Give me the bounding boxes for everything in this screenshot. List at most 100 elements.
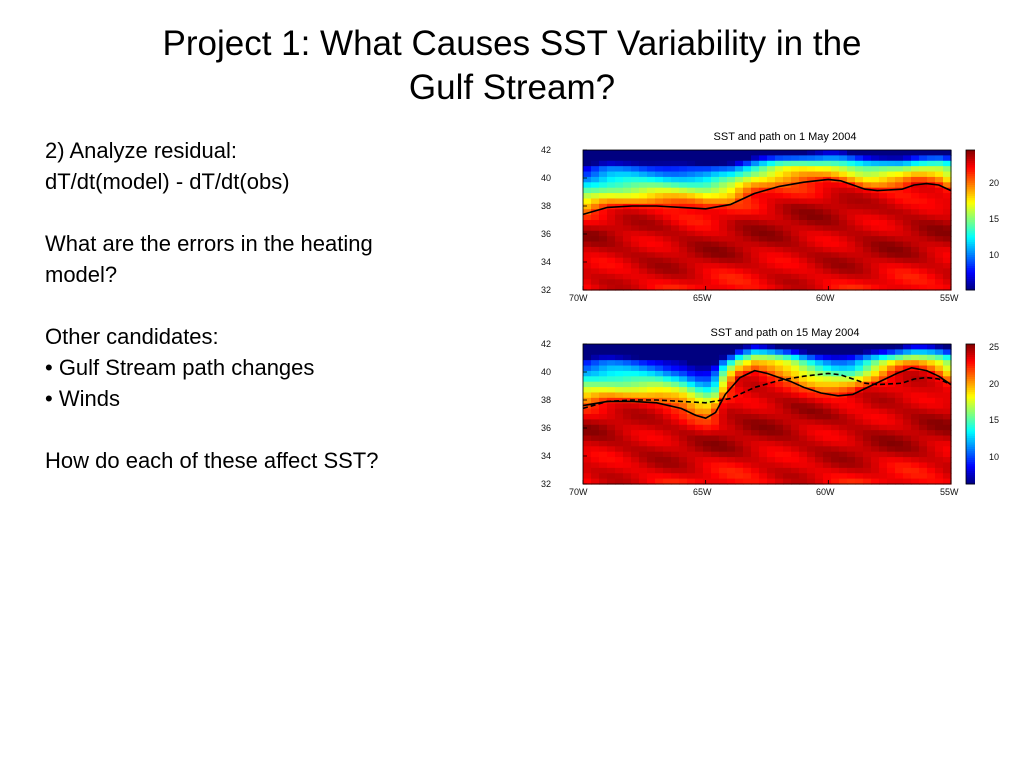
sst-cell — [647, 440, 656, 447]
sst-cell — [631, 344, 640, 350]
sst-cell — [703, 403, 712, 410]
sst-cell — [831, 424, 840, 431]
sst-cell — [791, 446, 800, 453]
sst-cell — [711, 209, 720, 216]
sst-cell — [903, 263, 912, 270]
sst-cell — [831, 440, 840, 447]
sst-cell — [631, 446, 640, 453]
sst-cell — [847, 268, 856, 275]
sst-cell — [647, 160, 656, 167]
sst-cell — [855, 397, 864, 404]
sst-cell — [631, 408, 640, 415]
sst-cell — [615, 171, 624, 178]
sst-cell — [799, 257, 808, 264]
sst-cell — [687, 467, 696, 474]
sst-cell — [831, 246, 840, 253]
sst-cell — [671, 419, 680, 426]
sst-cell — [887, 160, 896, 167]
sst-cell — [879, 403, 888, 410]
sst-cell — [903, 467, 912, 474]
sst-cell — [927, 150, 936, 156]
sst-cell — [671, 241, 680, 248]
sst-cell — [807, 187, 816, 194]
colorbar-step — [966, 222, 975, 225]
sst-cell — [687, 284, 696, 291]
colorbar-step — [966, 193, 975, 197]
sst-cell — [767, 349, 776, 356]
sst-cell — [823, 354, 832, 361]
sst-cell — [927, 241, 936, 248]
sst-cell — [615, 349, 624, 356]
sst-cell — [767, 241, 776, 248]
sst-cell — [863, 354, 872, 361]
sst-cell — [663, 166, 672, 173]
sst-cell — [615, 462, 624, 469]
sst-cell — [823, 220, 832, 226]
sst-cell — [607, 155, 616, 162]
sst-cell — [759, 246, 768, 253]
sst-cell — [591, 171, 600, 178]
sst-cell — [807, 349, 816, 356]
sst-cell — [847, 182, 856, 189]
sst-cell — [599, 241, 608, 248]
sst-cell — [655, 214, 664, 221]
colorbar-tick-label: 10 — [989, 452, 1000, 462]
sst-cell — [615, 160, 624, 167]
sst-cell — [895, 457, 904, 464]
sst-cell — [607, 193, 616, 200]
sst-cell — [751, 446, 760, 453]
sst-cell — [767, 462, 776, 469]
sst-cell — [647, 176, 656, 183]
sst-cell — [655, 344, 664, 350]
sst-cell — [895, 478, 904, 485]
sst-field — [583, 150, 952, 291]
sst-cell — [887, 155, 896, 162]
sst-cell — [799, 440, 808, 447]
sst-cell — [695, 160, 704, 167]
sst-cell — [919, 166, 928, 173]
sst-cell — [743, 198, 752, 205]
sst-cell — [663, 392, 672, 399]
sst-cell — [727, 451, 736, 458]
sst-cell — [599, 424, 608, 431]
sst-cell — [591, 451, 600, 458]
sst-cell — [783, 198, 792, 205]
sst-cell — [671, 478, 680, 485]
sst-cell — [671, 171, 680, 178]
sst-cell — [871, 457, 880, 464]
sst-cell — [919, 155, 928, 162]
sst-cell — [919, 241, 928, 248]
sst-cell — [815, 467, 824, 474]
sst-cell — [735, 462, 744, 469]
sst-cell — [735, 360, 744, 367]
sst-cell — [887, 403, 896, 410]
sst-cell — [599, 225, 608, 232]
sst-cell — [591, 360, 600, 367]
sst-cell — [583, 171, 592, 178]
sst-cell — [847, 435, 856, 442]
sst-cell — [935, 150, 944, 156]
sst-cell — [719, 392, 728, 399]
colorbar-step — [966, 348, 975, 351]
sst-cell — [671, 473, 680, 480]
sst-cell — [607, 171, 616, 178]
sst-cell — [727, 360, 736, 367]
sst-cell — [879, 284, 888, 291]
sst-cell — [855, 279, 864, 286]
sst-cell — [863, 451, 872, 458]
sst-cell — [615, 220, 624, 226]
sst-cell — [679, 451, 688, 458]
sst-cell — [679, 414, 688, 420]
sst-cell — [935, 365, 944, 372]
sst-cell — [679, 387, 688, 394]
sst-cell — [847, 225, 856, 232]
sst-cell — [591, 408, 600, 415]
sst-cell — [583, 241, 592, 248]
sst-cell — [815, 209, 824, 216]
sst-cell — [607, 473, 616, 480]
sst-cell — [799, 354, 808, 361]
sst-cell — [783, 209, 792, 216]
sst-cell — [615, 225, 624, 232]
sst-cell — [687, 257, 696, 264]
sst-cell — [623, 376, 632, 383]
